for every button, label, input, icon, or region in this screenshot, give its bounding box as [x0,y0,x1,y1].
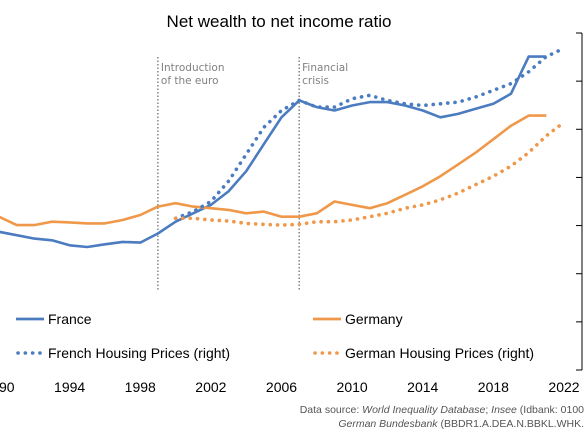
source-segment: (Idbank: 0100 [517,404,584,416]
legend-label: German Housing Prices (right) [345,345,534,361]
x-axis-ticks: 1990 1994 1998 2002 2006 2010 2014 2018 2022 [0,379,580,395]
source-segment: Insee [491,404,517,416]
x-tick-label: 2002 [195,379,226,395]
source-line-1: Data source: World Inequality Database; … [300,404,584,416]
series-layer [0,46,566,249]
series-line-german-housing-prices-right [173,120,566,227]
legend-label: Germany [345,311,403,327]
series-line-french-housing-prices-right [173,46,566,221]
x-tick-label: 2018 [478,379,509,395]
x-tick-label: 1990 [0,379,15,395]
event-marker-label: of the euro [161,75,219,87]
source-segment: (BBDR1.A.DEA.N.BBKL.WHK. [438,418,584,430]
series-line-germany [0,114,547,227]
source-line-2: German Bundesbank (BBDR1.A.DEA.N.BBKL.WH… [338,418,584,430]
source-segment: Data source: [300,404,362,416]
legend: France Germany French Housing Prices (righ… [16,311,534,361]
legend-label: France [48,311,92,327]
x-tick-label: 2006 [266,379,297,395]
source-segment: ; [485,404,491,416]
x-tick-label: 1998 [125,379,156,395]
legend-label: French Housing Prices (right) [48,345,230,361]
source-segment: World Inequality Database [362,404,485,416]
event-marker-label: Introduction [161,62,225,74]
axes [576,32,583,371]
x-tick-label: 2010 [337,379,368,395]
source-segment: German Bundesbank [338,418,438,430]
event-marker-label: crisis [302,75,329,87]
x-tick-label: 1994 [54,379,85,395]
event-marker-label: Financial [302,62,348,74]
x-tick-label: 2022 [548,379,579,395]
series-line-france [0,55,547,249]
x-tick-label: 2014 [407,379,438,395]
chart-title: Net wealth to net income ratio [167,12,392,31]
